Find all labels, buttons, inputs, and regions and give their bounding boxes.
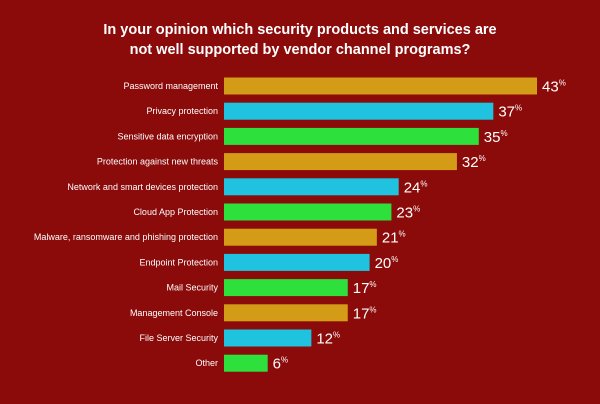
bar bbox=[224, 127, 479, 145]
chart-title-line-2: not well supported by vendor channel pro… bbox=[129, 42, 471, 58]
bar bbox=[224, 253, 370, 271]
value-label: 20% bbox=[375, 255, 399, 272]
value-number: 21 bbox=[382, 230, 399, 247]
category-label: File Server Security bbox=[139, 333, 218, 343]
value-number: 17 bbox=[353, 280, 370, 297]
category-label: Password management bbox=[123, 81, 218, 91]
chart-title: In your opinion which security products … bbox=[0, 20, 600, 60]
percent-sign: % bbox=[420, 179, 427, 188]
bar-row: Protection against new threats 32% bbox=[97, 153, 486, 171]
category-label: Management Console bbox=[130, 308, 218, 318]
percent-sign: % bbox=[333, 331, 340, 340]
bar bbox=[224, 304, 348, 322]
bar bbox=[224, 77, 537, 95]
bar-row: Cloud App Protection 23% bbox=[133, 203, 420, 222]
percent-sign: % bbox=[515, 104, 522, 113]
bar-row: Other 6% bbox=[195, 354, 288, 373]
value-label: 6% bbox=[273, 356, 288, 373]
percent-sign: % bbox=[391, 255, 398, 264]
value-number: 37 bbox=[498, 104, 515, 121]
bar-row: Sensitive data encryption 35% bbox=[117, 127, 508, 146]
value-label: 37% bbox=[498, 104, 522, 121]
value-number: 17 bbox=[353, 305, 370, 322]
value-label: 24% bbox=[404, 179, 428, 196]
category-label: Sensitive data encryption bbox=[117, 131, 218, 141]
category-label: Other bbox=[195, 358, 218, 368]
category-label: Protection against new threats bbox=[97, 157, 219, 167]
bar-row: File Server Security 12% bbox=[139, 329, 340, 348]
value-number: 20 bbox=[375, 255, 392, 272]
value-label: 35% bbox=[484, 129, 508, 146]
percent-sign: % bbox=[399, 230, 406, 239]
bar-row: Privacy protection 37% bbox=[146, 102, 522, 121]
bar bbox=[224, 354, 268, 372]
value-label: 32% bbox=[462, 154, 486, 171]
category-label: Mail Security bbox=[166, 283, 218, 293]
value-number: 12 bbox=[316, 331, 333, 348]
bar-row: Malware, ransomware and phishing protect… bbox=[34, 228, 406, 247]
value-label: 17% bbox=[353, 280, 377, 297]
value-number: 43 bbox=[542, 79, 559, 96]
percent-sign: % bbox=[369, 280, 376, 289]
percent-sign: % bbox=[281, 356, 288, 365]
percent-sign: % bbox=[479, 154, 486, 163]
bar bbox=[224, 102, 494, 120]
category-label: Privacy protection bbox=[146, 106, 218, 116]
bar bbox=[224, 228, 377, 246]
category-label: Malware, ransomware and phishing protect… bbox=[34, 232, 218, 242]
bar bbox=[224, 203, 392, 221]
value-label: 17% bbox=[353, 305, 377, 322]
bar-row: Password management 43% bbox=[123, 77, 566, 96]
value-number: 32 bbox=[462, 154, 479, 171]
category-label: Endpoint Protection bbox=[139, 257, 218, 267]
bar-row: Mail Security 17% bbox=[166, 279, 377, 297]
value-number: 23 bbox=[396, 205, 413, 222]
value-number: 6 bbox=[273, 356, 281, 373]
bar-row: Network and smart devices protection 24% bbox=[67, 178, 428, 196]
bar bbox=[224, 153, 457, 171]
value-number: 24 bbox=[404, 179, 421, 196]
value-label: 23% bbox=[396, 205, 420, 222]
bar bbox=[224, 178, 399, 196]
bar-row: Endpoint Protection 20% bbox=[139, 253, 399, 272]
percent-sign: % bbox=[413, 205, 420, 214]
value-label: 21% bbox=[382, 230, 406, 247]
bar-row: Management Console 17% bbox=[130, 304, 377, 322]
bar bbox=[224, 329, 312, 347]
category-label: Network and smart devices protection bbox=[67, 182, 218, 192]
value-label: 43% bbox=[542, 79, 566, 96]
chart-title-line-1: In your opinion which security products … bbox=[103, 22, 497, 38]
value-number: 35 bbox=[484, 129, 501, 146]
percent-sign: % bbox=[369, 305, 376, 314]
percent-sign: % bbox=[559, 79, 566, 88]
category-label: Cloud App Protection bbox=[133, 207, 218, 217]
bar bbox=[224, 279, 348, 297]
percent-sign: % bbox=[500, 129, 507, 138]
value-label: 12% bbox=[316, 331, 340, 348]
